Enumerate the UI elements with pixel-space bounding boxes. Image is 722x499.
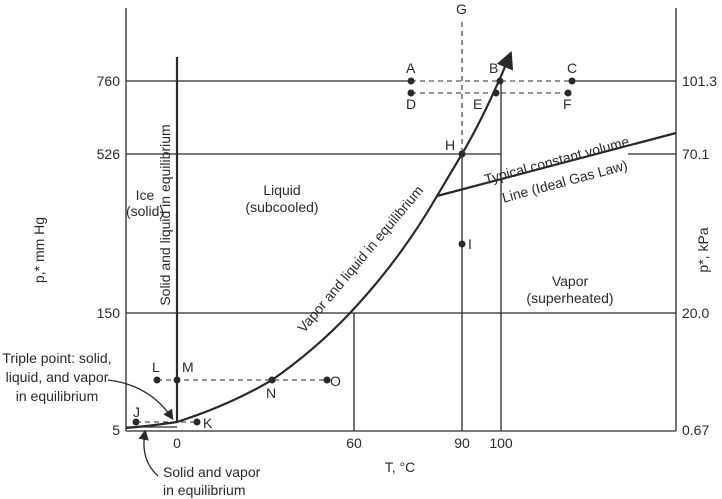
region-vapor-sub: (superheated) — [526, 290, 613, 306]
label-m: M — [182, 359, 194, 375]
tick-70-1: 70.1 — [682, 146, 709, 162]
region-ice-sub: (solid) — [126, 203, 164, 219]
tick-t60: 60 — [346, 435, 362, 451]
point-o — [323, 376, 331, 384]
point-l — [153, 376, 161, 384]
region-liquid-sub: (subcooled) — [245, 199, 318, 215]
tick-t100: 100 — [489, 435, 513, 451]
solid-liquid-label: Solid and liquid in equilibrium — [157, 124, 173, 305]
tick-t90: 90 — [454, 435, 470, 451]
constant-volume-line — [436, 131, 677, 198]
triple-point-label-1: Triple point: solid, — [2, 350, 111, 366]
label-b: B — [489, 60, 498, 76]
triple-point-label-2: liquid, and vapor — [6, 369, 109, 385]
label-l: L — [152, 359, 160, 375]
point-i — [458, 240, 466, 248]
x-axis-label: T, °C — [385, 459, 416, 475]
solid-vapor-arrow — [138, 429, 159, 477]
tick-t0: 0 — [173, 435, 181, 451]
solid-vapor-label-2: in equilibrium — [163, 482, 245, 498]
region-liquid: Liquid — [263, 182, 300, 198]
point-n — [268, 376, 276, 384]
point-h — [458, 150, 466, 158]
point-d — [407, 89, 415, 97]
label-a: A — [406, 60, 416, 76]
label-j: J — [133, 404, 140, 420]
tick-5: 5 — [112, 422, 120, 438]
label-k: K — [203, 415, 213, 431]
tick-0-67: 0.67 — [682, 422, 709, 438]
region-vapor: Vapor — [552, 273, 589, 289]
label-h: H — [445, 137, 455, 153]
point-c — [568, 77, 576, 85]
solid-vapor-label-1: Solid and vapor — [163, 464, 261, 480]
point-k — [193, 418, 201, 426]
label-f: F — [563, 96, 572, 112]
label-g: G — [456, 1, 467, 17]
tick-760: 760 — [97, 73, 121, 89]
vapor-liquid-curve — [125, 50, 514, 430]
tick-20-0: 20.0 — [682, 305, 709, 321]
point-a — [407, 77, 415, 85]
left-axis-label: p,* mm Hg — [31, 217, 47, 283]
point-e — [492, 89, 500, 97]
label-d: D — [406, 96, 416, 112]
triple-point-label-3: in equilibrium — [16, 388, 98, 404]
tick-101-3: 101.3 — [682, 73, 717, 89]
region-ice: Ice — [136, 187, 155, 203]
state-points — [132, 77, 576, 426]
right-axis-label: p*, kPa — [695, 227, 711, 272]
point-j — [132, 418, 140, 426]
label-i: I — [468, 236, 472, 252]
point-m — [173, 376, 181, 384]
label-e: E — [473, 96, 482, 112]
point-f — [564, 89, 572, 97]
tick-526: 526 — [97, 146, 121, 162]
point-b — [496, 77, 504, 85]
tick-150: 150 — [97, 305, 121, 321]
label-c: C — [567, 60, 577, 76]
label-n: N — [266, 385, 276, 401]
triple-point-arrow — [107, 379, 174, 421]
label-o: O — [330, 373, 341, 389]
